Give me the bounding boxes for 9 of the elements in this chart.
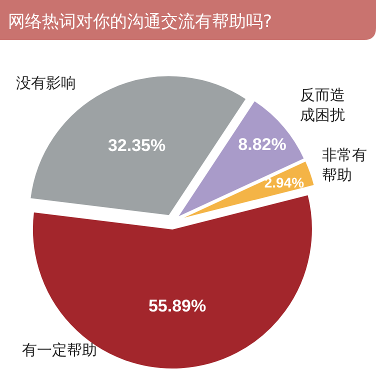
data-label: 2.94% [264,174,305,190]
data-label: 55.89% [148,296,206,316]
slice-label: 没有影响 [16,74,76,92]
slice-label: 反而造成困扰 [300,86,345,124]
chart-title: 网络热词对你的沟通交流有帮助吗? [8,12,272,32]
slice-label: 有一定帮助 [22,341,97,359]
slice-label: 非常有帮助 [322,146,367,184]
data-label: 8.82% [238,134,286,154]
data-label: 32.35% [108,136,166,156]
